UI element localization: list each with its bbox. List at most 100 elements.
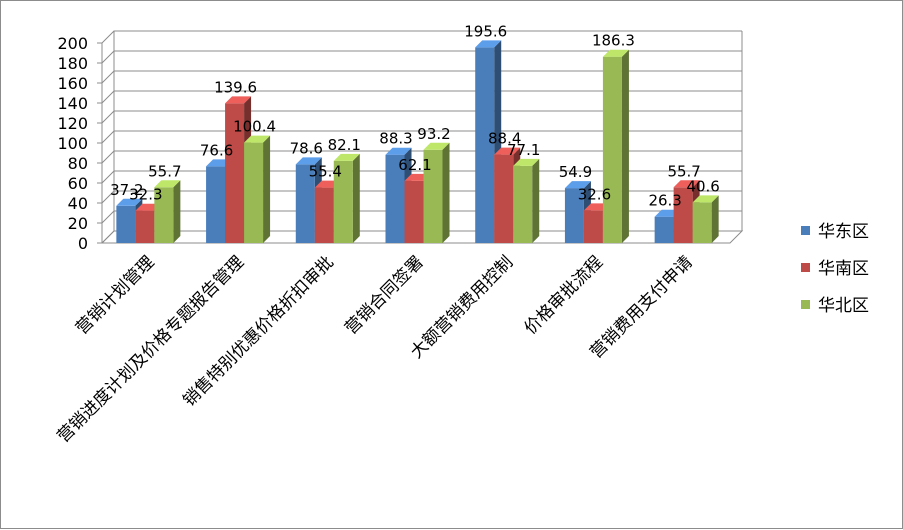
bar-front — [475, 47, 495, 244]
bar-top — [564, 181, 591, 189]
category-label: 营销计划管理 — [72, 252, 158, 338]
bar-top — [333, 153, 360, 161]
bar-top — [494, 147, 521, 155]
data-label: 78.6 — [290, 139, 323, 157]
bar-top — [225, 96, 252, 104]
data-label: 100.4 — [233, 118, 276, 136]
bar-top — [295, 157, 322, 165]
gridline — [101, 90, 742, 104]
data-label: 62.1 — [398, 156, 431, 174]
legend-swatch — [801, 226, 810, 235]
bar-front — [513, 165, 533, 243]
bar-front — [135, 210, 155, 243]
data-label: 88.3 — [379, 130, 412, 148]
bar-top — [154, 180, 181, 188]
data-label: 76.6 — [200, 141, 233, 159]
bar-front — [295, 164, 315, 243]
gridline — [101, 30, 742, 44]
category-label: 营销合同签署 — [341, 252, 427, 338]
data-label: 54.9 — [559, 163, 592, 181]
category-label: 销售特别优惠价格折扣审批 — [179, 252, 337, 410]
category-label: 营销进度计划及价格专题报告管理 — [54, 252, 248, 446]
legend-item: 华北区 — [801, 296, 869, 316]
bar — [692, 195, 719, 243]
bar-front — [244, 142, 264, 243]
bar-front — [385, 154, 405, 243]
y-tick-label: 140 — [57, 94, 88, 113]
y-tick-label: 180 — [57, 54, 88, 73]
bar-top — [116, 198, 143, 206]
y-tick-label: 160 — [57, 74, 88, 93]
bar-top — [244, 135, 271, 143]
bar-front — [154, 187, 174, 243]
bar-front — [692, 202, 712, 243]
legend-swatch — [801, 263, 810, 272]
bar-top — [513, 158, 540, 166]
data-label: 88.4 — [488, 130, 521, 148]
bar-top — [423, 142, 450, 150]
bar-front — [494, 154, 514, 243]
bar-side — [532, 158, 540, 243]
bar-side — [621, 49, 629, 244]
bar-side — [352, 153, 360, 243]
gridline — [101, 130, 742, 144]
bar-top — [692, 195, 719, 203]
legend-label: 华东区 — [818, 222, 869, 242]
bar — [154, 180, 181, 243]
legend-label: 华北区 — [818, 296, 869, 316]
y-tick-label: 120 — [57, 114, 88, 133]
data-label: 77.1 — [507, 141, 540, 159]
bar-side — [442, 142, 450, 243]
bar-front — [116, 205, 136, 243]
bar-front — [602, 56, 622, 244]
bar-front — [333, 160, 353, 243]
y-tick-label: 80 — [68, 154, 88, 173]
y-tick-label: 60 — [68, 174, 88, 193]
gridline — [101, 50, 742, 64]
data-label: 55.7 — [148, 162, 181, 180]
bar-front — [673, 187, 693, 243]
bar-top — [673, 180, 700, 188]
category-label: 价格审批流程 — [521, 252, 607, 338]
gridline — [101, 70, 742, 84]
y-tick-label: 20 — [68, 214, 88, 233]
bar-front — [654, 216, 674, 243]
legend-item: 华南区 — [801, 259, 869, 279]
gridline — [101, 150, 742, 164]
legend-item: 华东区 — [801, 222, 869, 242]
bar-top — [475, 40, 502, 48]
bar-front — [423, 149, 443, 243]
data-label: 26.3 — [648, 192, 681, 210]
data-label: 139.6 — [214, 78, 257, 96]
y-tick-label: 100 — [57, 134, 88, 153]
bar-front — [583, 210, 603, 243]
data-label: 32.3 — [129, 186, 162, 204]
data-label: 186.3 — [592, 32, 635, 50]
data-labels: 37.232.3 55.7 76.6 139.6 100.4 78.6 55.4 82.1 88… — [110, 22, 720, 209]
data-label: 32.6 — [578, 185, 611, 203]
bar-front — [225, 103, 245, 244]
bar — [423, 142, 450, 243]
bar — [244, 135, 271, 243]
legend-swatch — [801, 300, 810, 309]
data-label: 37.2 — [110, 181, 143, 199]
bar-side — [173, 180, 181, 243]
y-tick-label: 40 — [68, 194, 88, 213]
bar-front — [314, 187, 334, 243]
bar — [333, 153, 360, 243]
bar — [513, 158, 540, 243]
bar-front — [206, 166, 226, 243]
data-label: 40.6 — [686, 177, 719, 195]
bar-front — [404, 180, 424, 243]
bar-side — [263, 135, 271, 243]
bar — [673, 180, 700, 243]
gridline — [101, 110, 742, 124]
bar — [602, 49, 629, 244]
data-label: 93.2 — [417, 125, 450, 143]
data-label: 55.7 — [667, 162, 700, 180]
